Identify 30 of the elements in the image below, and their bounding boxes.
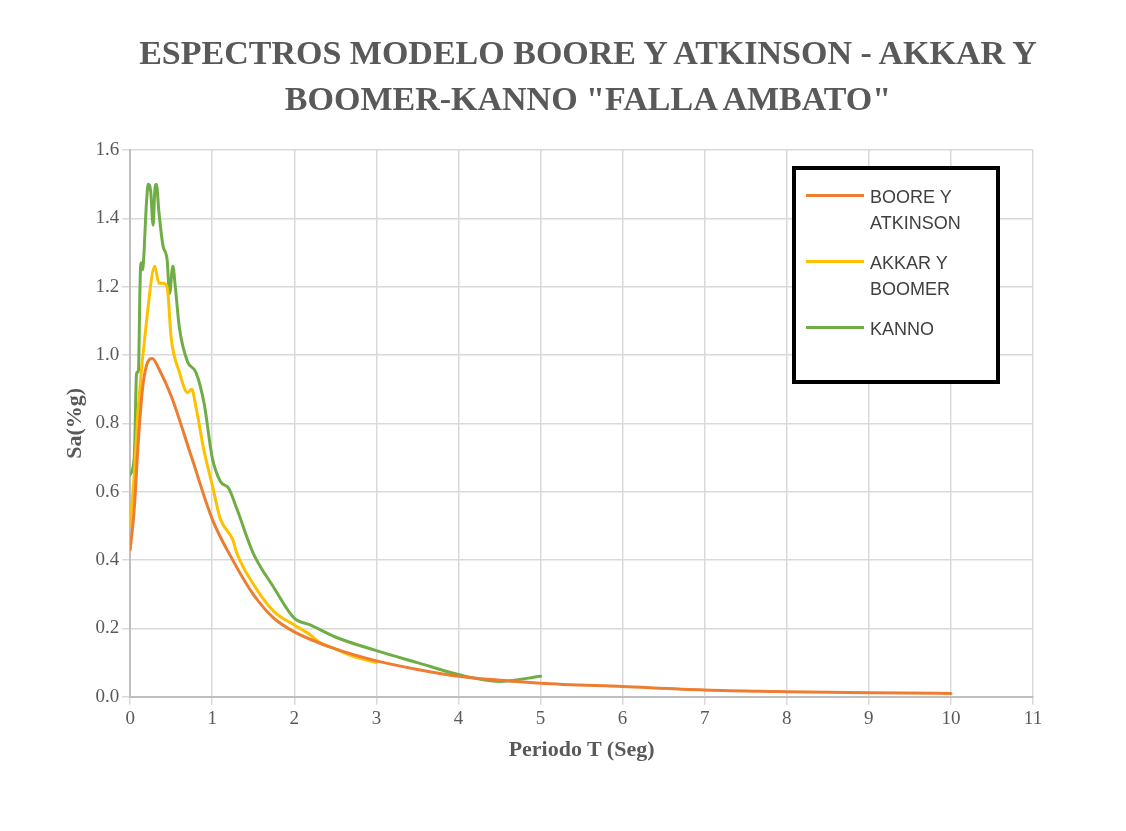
x-tick-label: 0 — [125, 707, 135, 729]
y-tick-label: 0.8 — [95, 411, 120, 433]
x-tick-label: 8 — [782, 707, 792, 729]
x-tick-label: 10 — [941, 707, 961, 729]
line-series — [130, 356, 953, 695]
y-tick-label: 0.0 — [95, 684, 120, 706]
y-axis-title: Sa(%g) — [60, 387, 86, 459]
x-tick-label: 9 — [864, 707, 874, 729]
x-tick-label: 11 — [1023, 707, 1043, 729]
y-tick-label: 1.0 — [95, 343, 120, 365]
y-tick-label: 0.4 — [95, 548, 120, 570]
chart-title: ESPECTROS MODELO BOORE Y ATKINSON - AKKAR Y BOOMER-KANNO "FALLA AMBATO" — [138, 33, 1038, 119]
y-tick-label: 1.6 — [95, 137, 120, 159]
y-tick-label: 0.2 — [95, 616, 120, 638]
y-tick-label: 0.6 — [95, 479, 120, 501]
x-tick-label: 6 — [617, 707, 628, 729]
x-tick-label: 1 — [207, 707, 217, 729]
x-tick-label: 7 — [699, 707, 710, 729]
y-tick-label: 1.4 — [95, 206, 120, 228]
y-tick-label: 1.2 — [95, 274, 120, 296]
line-series — [130, 264, 378, 665]
x-tick-label: 5 — [535, 707, 546, 729]
line-series — [130, 182, 543, 683]
x-tick-label: 4 — [453, 707, 464, 729]
legend-label: KANNO — [870, 318, 935, 341]
legend-label: BOORE Y ATKINSON — [870, 186, 962, 235]
x-axis-title: Periodo T (Seg) — [508, 736, 655, 762]
legend-label: AKKAR Y BOOMER — [870, 252, 951, 301]
x-tick-label: 2 — [289, 707, 300, 729]
x-tick-label: 3 — [371, 707, 382, 729]
